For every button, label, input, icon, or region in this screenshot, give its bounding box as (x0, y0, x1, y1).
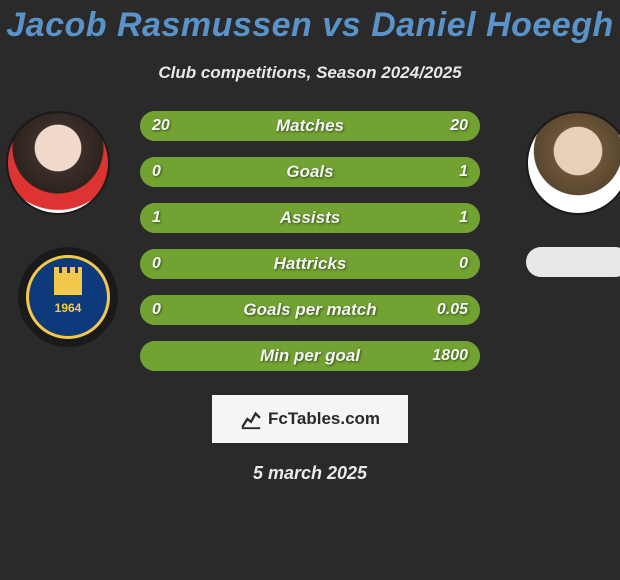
player1-name: Jacob Rasmussen (6, 6, 312, 44)
subtitle: Club competitions, Season 2024/2025 (0, 63, 620, 83)
stat-value-right: 0 (459, 249, 468, 279)
comparison-panel: 1964 Matches2020Goals01Assists11Hattrick… (0, 111, 620, 371)
club-year: 1964 (55, 301, 82, 315)
stats-list: Matches2020Goals01Assists11Hattricks00Go… (140, 111, 480, 371)
player1-club-badge: 1964 (18, 247, 118, 347)
stat-label: Hattricks (140, 249, 480, 279)
stat-row: Min per goal1800 (140, 341, 480, 371)
stat-value-right: 1 (459, 203, 468, 233)
stat-label: Goals (140, 157, 480, 187)
stat-label: Assists (140, 203, 480, 233)
chart-icon (240, 408, 262, 430)
brand-label: FcTables.com (268, 409, 380, 429)
player2-name: Daniel Hoeegh (371, 6, 614, 44)
stat-value-left: 1 (152, 203, 161, 233)
stat-value-left: 0 (152, 295, 161, 325)
stat-value-right: 0.05 (437, 295, 468, 325)
player2-avatar (526, 111, 620, 215)
stat-value-right: 20 (450, 111, 468, 141)
stat-label: Goals per match (140, 295, 480, 325)
date-label: 5 march 2025 (0, 463, 620, 484)
stat-row: Goals per match0 0.05 (140, 295, 480, 325)
stat-value-left: 0 (152, 157, 161, 187)
vs-label: vs (322, 6, 361, 44)
player1-avatar (6, 111, 110, 215)
stat-row: Assists1 1 (140, 203, 480, 233)
stat-row: Matches20 20 (140, 111, 480, 141)
club-badge-icon: 1964 (26, 255, 110, 339)
brand-badge[interactable]: FcTables.com (212, 395, 408, 443)
stat-label: Matches (140, 111, 480, 141)
player2-club-badge (526, 247, 620, 277)
stat-row: Hattricks0 0 (140, 249, 480, 279)
stat-row: Goals0 1 (140, 157, 480, 187)
stat-label: Min per goal (140, 341, 480, 371)
tower-icon (54, 273, 82, 295)
stat-value-right: 1800 (432, 341, 468, 371)
stat-value-right: 1 (459, 157, 468, 187)
stat-value-left: 20 (152, 111, 170, 141)
page-title: Jacob Rasmussen vs Daniel Hoeegh (0, 0, 620, 45)
stat-value-left: 0 (152, 249, 161, 279)
